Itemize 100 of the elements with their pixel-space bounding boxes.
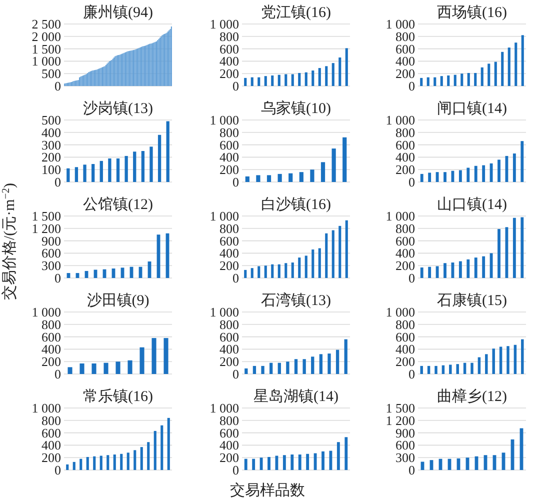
y-tick-label: 1 000 [210,112,239,128]
bar [286,362,290,374]
bar [338,226,342,278]
y-tick-label: 1 000 [210,304,239,320]
bar [322,451,324,470]
bar [116,158,120,182]
bar [244,270,247,278]
y-tick-label: 0 [408,174,415,190]
bar [420,78,423,86]
chart-title: 白沙镇(16) [261,196,331,213]
bar [463,362,466,374]
y-tick-label: 400 [42,342,61,357]
bar [134,450,136,470]
bar [449,364,452,374]
bar [492,348,495,374]
y-tick-label: 400 [396,150,415,165]
y-tick-label: 0 [232,270,239,286]
bar [258,266,260,278]
chart-title: 公馆镇(12) [83,196,153,213]
bar [485,354,488,374]
y-tick-label: 200 [42,450,61,466]
bar [86,456,89,470]
bar [345,220,348,278]
y-tick-label: 400 [220,246,239,261]
bar [474,258,478,278]
y-tick-label: 200 [220,162,239,178]
bar [508,48,510,86]
bar [521,339,524,374]
bar [344,437,348,470]
bar [298,72,301,86]
y-tick-label: 800 [396,124,415,140]
y-tick-label: 200 [220,450,239,466]
bar [474,166,478,182]
bar [83,164,86,182]
y-tick-label: 400 [220,438,239,453]
bar [512,153,516,182]
y-tick-label: 800 [220,412,239,428]
bar [482,165,486,182]
bar [244,458,248,470]
bar [244,78,247,86]
y-tick-label: 800 [42,316,61,332]
bar [271,75,274,86]
bar [252,458,256,470]
bar [66,464,69,470]
bar [320,162,326,182]
y-tick-label: 1 000 [32,304,61,320]
bar [312,70,314,86]
bar [420,174,424,182]
bar [128,360,132,374]
chart-title: 闸口镇(14) [437,100,507,117]
bar [284,74,288,86]
bar [444,263,446,278]
bar [270,362,273,374]
bar [116,362,120,374]
bar [294,359,298,374]
bar [150,146,153,182]
bar [514,344,517,374]
y-tick-label: 1 500 [32,208,61,224]
y-tick-label: 100 [42,162,61,178]
bar [521,35,524,86]
bar [498,229,500,278]
y-tick-label: 400 [220,342,239,357]
bar [466,259,470,278]
bar [299,172,304,182]
bar [268,456,270,470]
bar [80,363,84,374]
bar [74,167,78,182]
y-tick-label: 600 [220,329,239,344]
y-tick-label: 200 [42,354,61,370]
bar [512,218,516,278]
y-tick-label: 200 [396,258,415,274]
bar [466,168,470,182]
bar [158,134,162,182]
bar [505,156,508,182]
bar [454,74,456,86]
chart-title: 常乐镇(16) [83,388,153,405]
bar [520,141,524,182]
bar [310,170,314,182]
y-tick-label: 0 [54,78,61,94]
y-tick-label: 800 [396,316,415,332]
chart-title: 山口镇(14) [437,196,507,213]
y-tick-label: 800 [396,28,415,44]
bar [94,270,98,278]
y-tick-label: 200 [396,354,415,370]
bar [490,163,493,182]
y-tick-label: 600 [42,246,61,261]
bar [252,366,256,374]
bar [328,354,331,374]
bar [167,418,170,470]
y-tick-label: 1 000 [210,208,239,224]
bar [278,264,280,278]
bar [68,367,72,374]
y-tick-label: 0 [54,366,61,382]
bar [302,359,306,374]
y-tick-label: 300 [396,450,415,466]
bar [436,266,439,278]
bar [499,346,502,374]
y-tick-label: 200 [396,66,415,82]
bar [92,164,95,182]
y-tick-label: 2 000 [32,28,61,44]
